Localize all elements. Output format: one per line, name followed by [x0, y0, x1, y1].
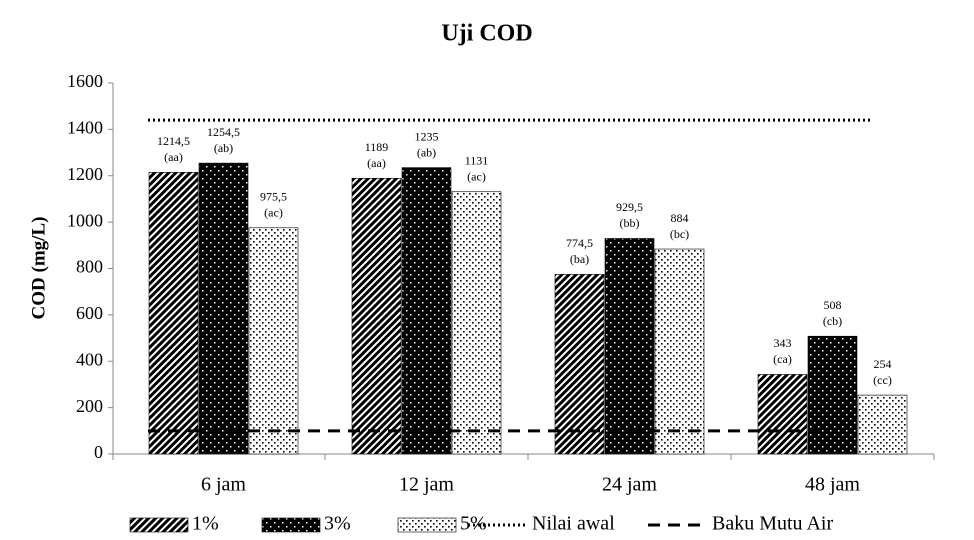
x-tick-label: 24 jam: [602, 474, 657, 496]
value-label: 975,5: [260, 190, 287, 204]
legend-label: 1%: [192, 513, 219, 535]
value-label: 1254,5: [207, 125, 240, 139]
value-label: 929,5: [616, 200, 643, 214]
value-label: 1235: [415, 129, 439, 143]
y-tick-label: 1000: [67, 210, 103, 230]
notation-label: (aa): [164, 150, 183, 164]
value-label: 1214,5: [157, 134, 190, 148]
value-label: 508: [824, 298, 842, 312]
notation-label: (ac): [264, 206, 283, 220]
bar: [554, 274, 605, 455]
x-tick-label: 6 jam: [201, 474, 246, 496]
value-label: 343: [774, 336, 792, 350]
y-tick-label: 600: [76, 303, 103, 323]
notation-label: (bb): [620, 216, 640, 230]
notation-label: (ab): [214, 141, 233, 155]
notation-label: (aa): [367, 156, 386, 170]
chart-title: Uji COD: [441, 21, 532, 47]
bar: [198, 162, 249, 455]
notation-label: (cc): [873, 373, 892, 387]
legend-label: Baku Mutu Air: [712, 513, 833, 535]
value-label: 884: [671, 211, 689, 225]
x-tick-label: 12 jam: [399, 474, 454, 496]
legend-swatch: [261, 517, 321, 533]
legend-label: 3%: [324, 513, 351, 535]
notation-label: (ab): [417, 145, 436, 159]
value-label: 1189: [365, 140, 389, 154]
x-tick-label: 48 jam: [805, 474, 860, 496]
y-tick-label: 1600: [67, 71, 103, 91]
value-label: 1131: [465, 153, 489, 167]
legend-swatch: [129, 517, 189, 533]
notation-label: (bc): [670, 227, 689, 241]
bar: [757, 374, 808, 455]
y-tick-label: 800: [76, 257, 103, 277]
bar: [248, 227, 299, 455]
bar: [604, 238, 655, 455]
notation-label: (ac): [467, 169, 486, 183]
value-label: 774,5: [566, 236, 593, 250]
notation-label: (cb): [823, 314, 842, 328]
bar: [148, 172, 199, 455]
y-tick-label: 1400: [67, 118, 103, 138]
y-axis-label: COD (mg/L): [28, 217, 49, 320]
y-tick-label: 200: [76, 396, 103, 416]
bar: [857, 394, 908, 455]
bar: [807, 335, 858, 455]
legend-swatch: [397, 517, 457, 533]
value-label: 254: [874, 357, 892, 371]
y-tick-label: 0: [94, 442, 103, 462]
notation-label: (ba): [570, 252, 589, 266]
bar: [351, 178, 402, 455]
bar: [654, 248, 705, 455]
bar: [451, 191, 502, 455]
bar: [401, 167, 452, 455]
notation-label: (ca): [773, 352, 792, 366]
y-tick-label: 1200: [67, 164, 103, 184]
legend-label: Nilai awal: [532, 513, 615, 535]
y-tick-label: 400: [76, 349, 103, 369]
